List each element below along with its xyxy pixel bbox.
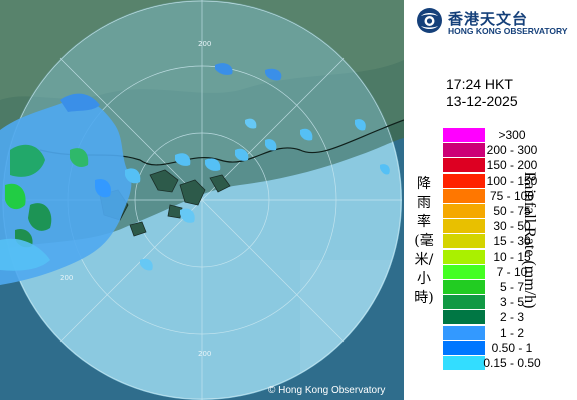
legend-range-label: >300	[498, 128, 526, 142]
legend-item: 100 - 150	[443, 173, 573, 188]
legend-color-swatch	[443, 340, 485, 355]
legend-color-swatch	[443, 204, 485, 218]
legend-item: 2 - 3	[443, 310, 573, 325]
legend-color-swatch	[443, 143, 485, 158]
legend-item: 5 - 7	[443, 280, 573, 294]
legend-color-swatch	[443, 356, 485, 370]
legend-color-swatch	[443, 310, 485, 325]
timestamp-time: 17:24 HKT	[446, 76, 513, 92]
legend-range-label: 2 - 3	[499, 310, 524, 325]
legend-color-swatch	[443, 128, 485, 142]
legend-color-swatch	[443, 173, 485, 188]
radar-map: 200 200 200 © Hong Kong Observatory	[0, 0, 404, 400]
observatory-name-en: HONG KONG OBSERVATORY	[448, 26, 568, 36]
timestamp-date: 13-12-2025	[446, 93, 518, 109]
legend-range-label: 50 - 75	[493, 204, 531, 218]
legend-title-zh: 降雨率(毫米/小時)	[414, 176, 434, 306]
legend-color-swatch	[443, 325, 485, 340]
legend-range-label: 7 - 10	[496, 264, 528, 279]
legend-range-label: 30 - 50	[493, 219, 531, 234]
legend-range-label: 150 - 200	[486, 158, 538, 173]
legend-range-label: 10 - 15	[493, 249, 531, 264]
legend-item: 10 - 15	[443, 249, 573, 264]
legend-range-label: 3 - 5	[499, 295, 524, 310]
legend-range-label: 200 - 300	[486, 143, 538, 158]
legend-item: 15 - 30	[443, 234, 573, 249]
legend-item: 30 - 50	[443, 219, 573, 234]
legend-range-label: 0.50 - 1	[491, 340, 533, 355]
legend-color-swatch	[443, 158, 485, 173]
range-ring-label-top: 200	[198, 40, 212, 48]
observatory-name-zh: 香港天文台	[448, 10, 529, 28]
legend-color-swatch	[443, 219, 485, 234]
radar-image	[0, 0, 404, 400]
legend-range-label: 0.15 - 0.50	[483, 356, 541, 370]
legend-color-swatch	[443, 280, 485, 294]
legend-color-swatch	[443, 264, 485, 279]
legend-color-swatch	[443, 295, 485, 310]
legend-item: 50 - 75	[443, 204, 573, 218]
legend-range-label: 75 - 100	[489, 188, 535, 203]
legend-item: 0.15 - 0.50	[443, 356, 573, 370]
legend-item: >300	[443, 128, 573, 142]
legend-item: 75 - 100	[443, 188, 573, 203]
legend-item: 7 - 10	[443, 264, 573, 279]
legend-color-swatch	[443, 188, 485, 203]
legend-item: 150 - 200	[443, 158, 573, 173]
legend-item: 0.50 - 1	[443, 340, 573, 355]
legend-range-label: 5 - 7	[499, 280, 524, 294]
rain-echoes	[0, 63, 390, 285]
legend-range-label: 1 - 2	[499, 325, 524, 340]
copyright-notice: © Hong Kong Observatory	[268, 385, 386, 396]
info-panel: 香港天文台 HONG KONG OBSERVATORY 17:24 HKT 13…	[404, 0, 577, 400]
legend-item: 200 - 300	[443, 143, 573, 158]
range-ring-label-left: 200	[60, 274, 74, 282]
legend-item: 3 - 5	[443, 295, 573, 310]
legend-title-en: Rainfall Rate (mm/h)	[521, 171, 538, 309]
legend-range-label: 100 - 150	[486, 173, 538, 188]
legend-color-swatch	[443, 249, 485, 264]
legend-item: 1 - 2	[443, 325, 573, 340]
observatory-logo[interactable]: 香港天文台 HONG KONG OBSERVATORY	[416, 5, 576, 37]
legend-range-label: 15 - 30	[493, 234, 531, 249]
legend-color-swatch	[443, 234, 485, 249]
hko-logo-icon	[417, 8, 442, 33]
range-ring-label-bottom: 200	[198, 350, 212, 358]
